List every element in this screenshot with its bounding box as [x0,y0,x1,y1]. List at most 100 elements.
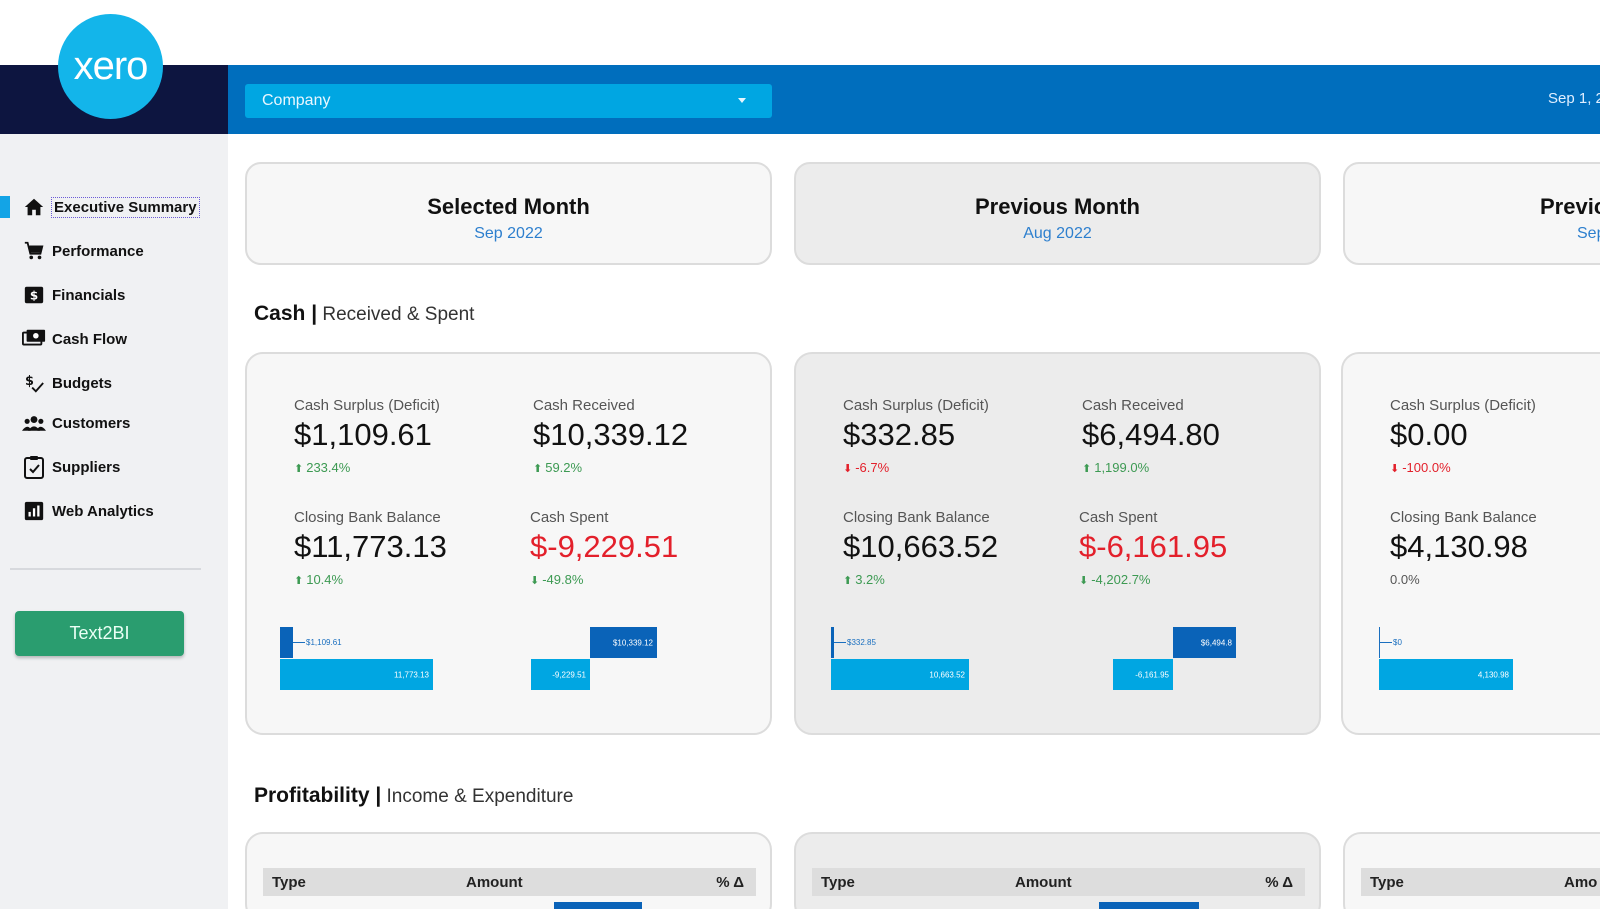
metric-value: $1,109.61 [294,417,432,452]
sidebar-item-cash-flow[interactable]: Cash Flow [0,324,228,354]
sidebar-item-executive-summary[interactable]: Executive Summary [0,192,228,222]
metric-label: Cash Spent [1079,509,1158,526]
arrow-up-icon: ⬆ [294,575,304,587]
xero-logo[interactable]: xero [58,14,163,119]
section-subtitle: Received & Spent [317,304,475,325]
profit-card-previous-year: Type Amo [1343,832,1600,909]
chart-bar-spent: -9,229.51 [531,659,590,690]
period-title: Previc [1540,194,1600,219]
chart-bar-surplus [831,627,834,658]
section-subtitle: Income & Expenditure [381,786,574,807]
svg-text:$: $ [30,289,38,303]
column-type: Type [821,874,855,891]
metric-label: Cash Surplus (Deficit) [294,397,440,414]
metric-closing-balance: Closing Bank Balance $4,130.98 0.0% [1390,509,1537,587]
section-title-main: Cash [254,302,306,325]
metric-cash-spent: Cash Spent $-6,161.95 ⬇ -4,202.7% [1079,509,1227,587]
chart-label-spent: -6,161.95 [1135,670,1169,679]
metric-closing-balance: Closing Bank Balance $11,773.13 ⬆ 10.4% [294,509,447,587]
chevron-down-icon [738,98,746,103]
metric-value: $4,130.98 [1390,529,1528,564]
metric-delta-value: 59.2% [545,460,583,475]
metric-delta: ⬇ -100.0% [1390,460,1536,475]
cash-icon [22,327,46,351]
metric-delta: ⬆ 10.4% [294,572,447,587]
metric-delta: ⬇ -6.7% [843,460,989,475]
metric-delta-value: -49.8% [542,572,584,587]
chart-bar-balance: 11,773.13 [280,659,433,690]
period-card-previous-year[interactable]: Previc Sep [1343,162,1600,265]
metric-cash-surplus: Cash Surplus (Deficit) $0.00 ⬇ -100.0% [1390,397,1536,475]
metric-delta: ⬆ 59.2% [533,460,688,475]
company-select[interactable]: Company [245,84,772,118]
chart-label-balance: 4,130.98 [1477,670,1509,679]
dollar-icon: $ [22,283,46,307]
metric-delta: ⬇ -4,202.7% [1079,572,1227,587]
metric-delta-value: 233.4% [306,460,351,475]
period-card-previous[interactable]: Previous Month Aug 2022 [794,162,1321,265]
sidebar-item-web-analytics[interactable]: Web Analytics [0,496,228,526]
column-amount: Amo [1564,874,1598,891]
period-card-selected[interactable]: Selected Month Sep 2022 [245,162,772,265]
sidebar-item-label: Budgets [52,374,112,392]
profitability-section-title: Profitability | Income & Expenditure [254,784,573,808]
period-date: Sep 2022 [474,225,543,242]
date-range[interactable]: Sep 1, 2 [1548,90,1600,107]
sidebar-item-budgets[interactable]: $ Budgets [0,368,228,398]
period-title: Selected Month [427,194,590,219]
metric-label: Closing Bank Balance [843,509,990,526]
sidebar-item-financials[interactable]: $ Financials [0,280,228,310]
arrow-down-icon: ⬇ [1390,463,1400,475]
column-pct-delta: % Δ [1265,874,1293,891]
cash-card-selected: Cash Surplus (Deficit) $1,109.61 ⬆ 233.4%… [245,352,772,735]
metric-delta-value: 0.0% [1390,572,1420,587]
sidebar-item-suppliers[interactable]: Suppliers [0,452,228,482]
period-title: Previous Month [974,194,1140,219]
profit-table-header: Type Amount % Δ [263,868,756,896]
chart-label-balance: 11,773.13 [394,670,429,679]
sidebar-item-label: Performance [52,242,144,260]
column-type: Type [1370,874,1404,891]
text2bi-button[interactable]: Text2BI [15,611,184,656]
metric-delta-value: -4,202.7% [1091,572,1151,587]
metric-delta: ⬆ 1,199.0% [1082,460,1220,475]
metric-delta: 0.0% [1390,572,1537,587]
metric-label: Closing Bank Balance [294,509,441,526]
arrow-up-icon: ⬆ [1082,463,1092,475]
metric-cash-received: Cash Received $10,339.12 ⬆ 59.2% [533,397,688,475]
metric-label: Cash Spent [530,509,609,526]
profit-table-header: Type Amount % Δ [812,868,1305,896]
metric-label: Closing Bank Balance [1390,509,1537,526]
sidebar-item-customers[interactable]: Customers [0,408,228,438]
metric-delta: ⬆ 3.2% [843,572,998,587]
sidebar-item-performance[interactable]: Performance [0,236,228,266]
period-date: Aug 2022 [1023,225,1092,242]
column-amount: Amount [1015,874,1072,891]
metric-delta: ⬇ -49.8% [530,572,678,587]
metric-delta-value: -100.0% [1402,460,1451,475]
table-row [554,902,642,909]
cash-card-previous-year: Cash Surplus (Deficit) $0.00 ⬇ -100.0% Cl… [1341,352,1600,735]
chart-bar-spent: -6,161.95 [1113,659,1173,690]
metric-value: $332.85 [843,417,956,452]
chart-bar-balance: 10,663.52 [831,659,969,690]
chart-bar-surplus [1379,627,1380,658]
cash-card-previous: Cash Surplus (Deficit) $332.85 ⬇ -6.7% Ca… [794,352,1321,735]
chart-leader-line [1380,642,1392,643]
arrow-down-icon: ⬇ [530,575,540,587]
column-type: Type [272,874,306,891]
profit-table-header: Type Amo [1361,868,1600,896]
metric-value: $10,339.12 [533,417,689,452]
chart-label-received: $6,494.8 [1200,638,1232,647]
chart-leader-line [293,642,305,643]
chart-bar-balance: 4,130.98 [1379,659,1513,690]
metric-value: $-6,161.95 [1079,529,1228,564]
chart-label-balance: 10,663.52 [929,670,965,679]
metric-value: $10,663.52 [843,529,999,564]
metric-delta-value: -6.7% [855,460,890,475]
chart-bar-surplus [280,627,293,658]
chart-label-surplus: $0 [1393,638,1402,647]
metric-delta-value: 1,199.0% [1094,460,1150,475]
section-title-main: Profitability [254,784,370,807]
analytics-icon [22,499,46,523]
